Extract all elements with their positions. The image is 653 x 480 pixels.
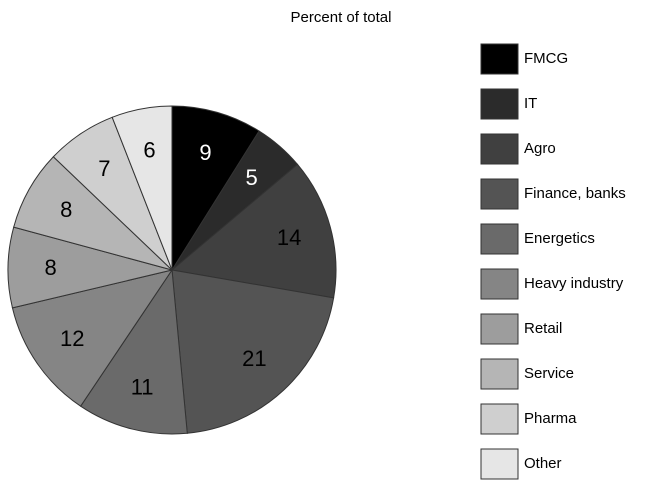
legend-swatch xyxy=(480,88,519,120)
pie-slice xyxy=(111,105,173,271)
chart-title: Percent of total xyxy=(291,9,392,26)
legend-swatch xyxy=(480,178,519,210)
slice-label: 8 xyxy=(45,255,57,280)
slice-label: 6 xyxy=(143,138,155,163)
legend-label: Pharma xyxy=(524,410,577,427)
legend-label: Other xyxy=(524,455,562,472)
legend-swatch xyxy=(480,268,519,300)
pie-slice xyxy=(79,268,188,435)
legend-swatch xyxy=(480,223,519,255)
legend-label: Retail xyxy=(524,320,562,337)
legend-label: FMCG xyxy=(524,50,568,67)
legend-swatch xyxy=(480,358,519,390)
legend-label: Energetics xyxy=(524,230,595,247)
legend-label: Finance, banks xyxy=(524,185,626,202)
slice-label: 11 xyxy=(131,374,154,399)
slice-label: 21 xyxy=(242,346,266,371)
slice-label: 14 xyxy=(277,225,301,250)
legend-swatch xyxy=(480,448,519,480)
pie-slice xyxy=(11,269,174,407)
legend-label: Agro xyxy=(524,140,556,157)
legend-swatch xyxy=(480,43,519,75)
legend-swatch xyxy=(480,133,519,165)
slice-label: 12 xyxy=(60,326,84,351)
legend-label: Service xyxy=(524,365,574,382)
slice-label: 7 xyxy=(98,156,110,181)
slice-label: 9 xyxy=(199,140,211,165)
legend-label: Heavy industry xyxy=(524,275,624,292)
legend-label: IT xyxy=(524,95,537,112)
pie-slice xyxy=(171,105,260,272)
pie-slice xyxy=(170,163,337,299)
pie-slice xyxy=(171,269,335,434)
legend-swatch xyxy=(480,313,519,345)
legend-swatch xyxy=(480,403,519,435)
slice-label: 5 xyxy=(245,165,257,190)
slice-label: 8 xyxy=(60,197,72,222)
